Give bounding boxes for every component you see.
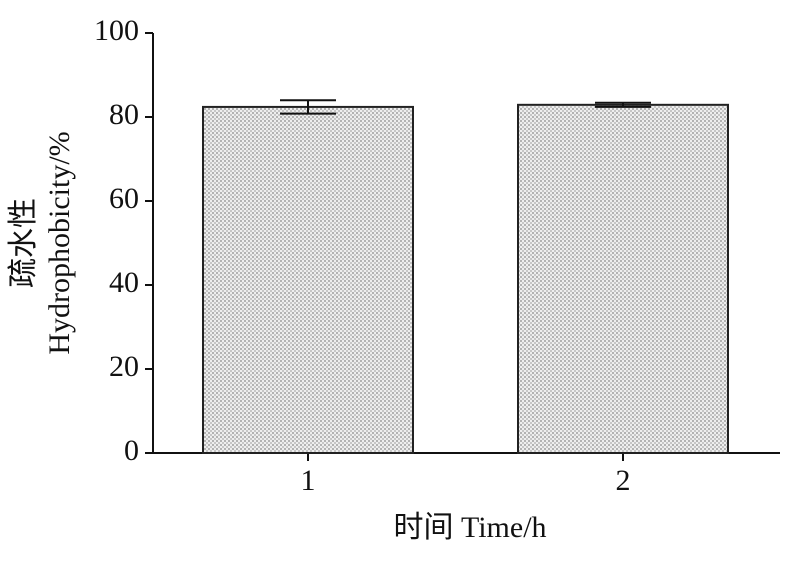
x-axis-label: 时间 Time/h	[393, 511, 546, 544]
y-tick-label: 0	[124, 434, 139, 467]
y-tick-label: 80	[109, 98, 139, 131]
y-axis-label: 疏水性 Hydrophobicity/%	[7, 131, 76, 354]
y-tick-label: 40	[109, 266, 139, 299]
y-tick-label: 100	[94, 14, 139, 47]
bar	[202, 105, 414, 454]
y-tick-label: 60	[109, 182, 139, 215]
x-tick-label: 2	[616, 464, 631, 497]
x-tick-label: 1	[301, 464, 316, 497]
error-bar	[280, 99, 336, 115]
y-axis-label-line: Hydrophobicity/%	[43, 131, 76, 354]
y-axis-label-line: 疏水性	[7, 198, 40, 288]
y-tick-label: 20	[109, 350, 139, 383]
bar	[517, 103, 729, 454]
error-bar	[595, 101, 651, 108]
